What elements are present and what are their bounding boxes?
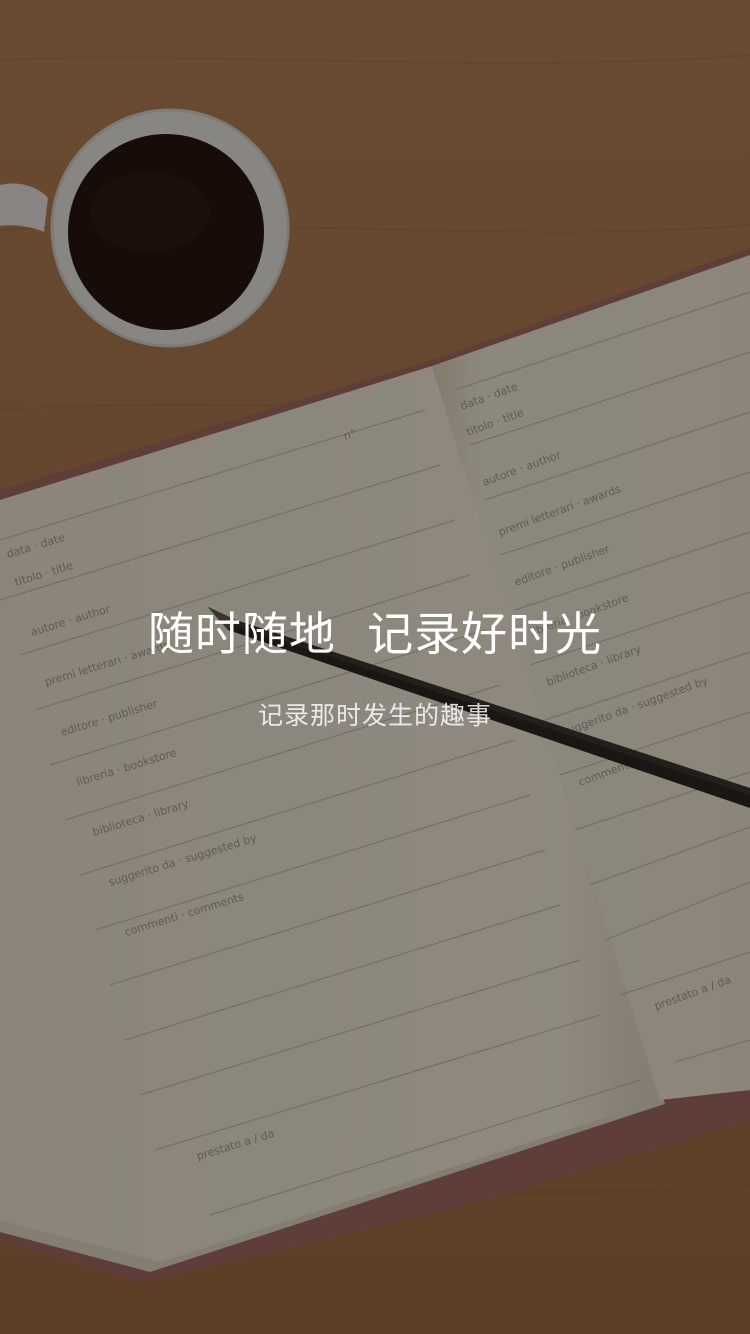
pencil-illustration — [208, 607, 750, 808]
subheadline: 记录那时发生的趣事 — [257, 701, 492, 730]
left-page-number: n° — [342, 427, 358, 443]
coffee-cup-illustration — [0, 108, 290, 348]
headline: 随时随地 记录好时光 — [147, 607, 603, 661]
